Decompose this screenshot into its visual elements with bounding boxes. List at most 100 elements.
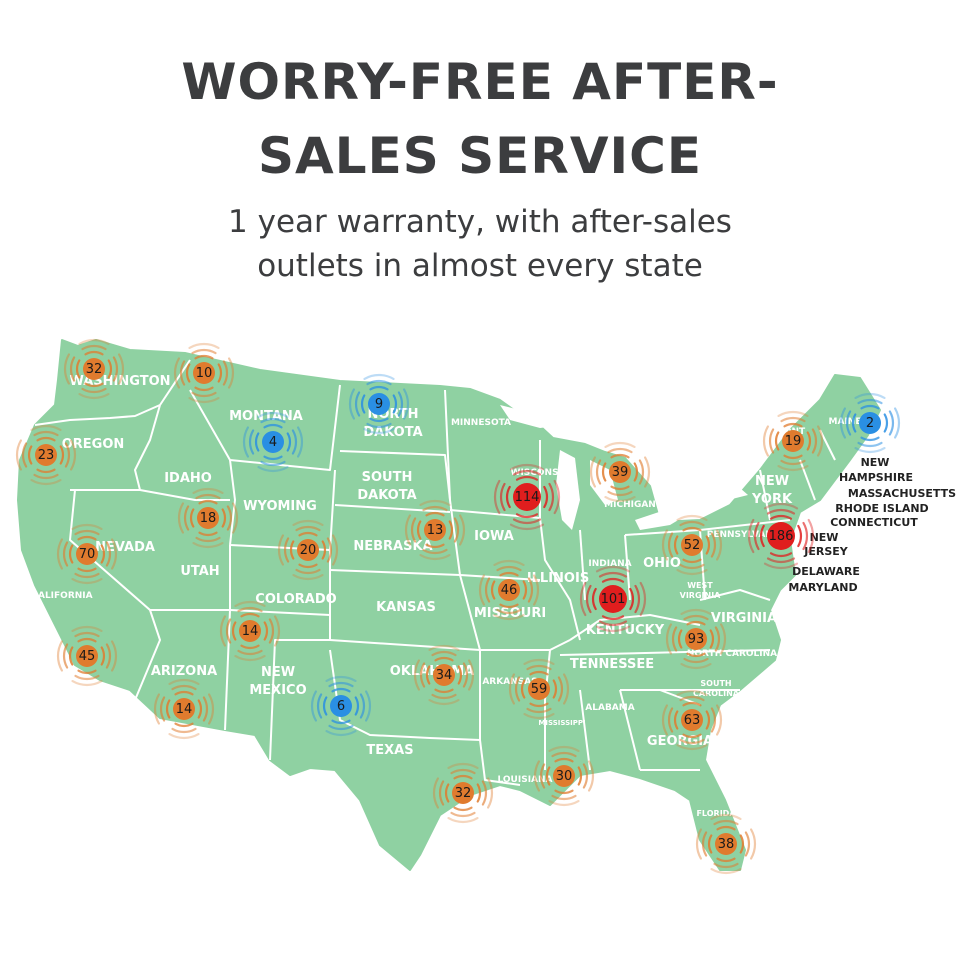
marker-count: 101 bbox=[601, 592, 626, 607]
marker-signal-arc bbox=[168, 733, 200, 740]
marker-signal-arc bbox=[68, 646, 74, 666]
marker-signal-arc bbox=[69, 356, 76, 382]
marker-signal-arc bbox=[286, 432, 292, 452]
marker-signal-arc bbox=[766, 508, 796, 515]
marker-signal-arc bbox=[232, 502, 239, 534]
marker-signal-arc bbox=[283, 537, 290, 563]
marker-signal-arc bbox=[453, 517, 460, 543]
label-michigan: MICHIGAN bbox=[604, 500, 656, 510]
marker-signal-arc bbox=[453, 774, 473, 780]
marker-signal-arc bbox=[100, 544, 106, 564]
label-south-carolina-1: SOUTH bbox=[700, 679, 731, 688]
marker-signal-arc bbox=[332, 534, 339, 566]
marker-count: 32 bbox=[455, 786, 472, 801]
marker-montana: 4 bbox=[242, 411, 304, 473]
marker-signal-arc bbox=[552, 679, 558, 699]
marker-signal-arc bbox=[425, 543, 445, 549]
marker-signal-arc bbox=[316, 693, 323, 719]
marker-signal-arc bbox=[237, 606, 263, 613]
marker-signal-arc bbox=[766, 557, 796, 564]
marker-signal-arc bbox=[686, 620, 706, 626]
marker-signal-arc bbox=[74, 674, 100, 681]
marker-signal-arc bbox=[112, 356, 119, 382]
marker-signal-arc bbox=[321, 540, 327, 560]
marker-signal-arc bbox=[419, 499, 451, 506]
marker-signal-arc bbox=[438, 780, 445, 806]
marker-signal-arc bbox=[539, 763, 546, 789]
marker-signal-arc bbox=[598, 571, 628, 578]
marker-signal-arc bbox=[763, 562, 799, 570]
marker-count: 6 bbox=[337, 699, 345, 714]
marker-signal-arc bbox=[444, 783, 450, 803]
marker-signal-arc bbox=[762, 425, 769, 457]
marker-signal-arc bbox=[707, 834, 713, 854]
marker-signal-arc bbox=[185, 363, 191, 383]
marker-signal-arc bbox=[888, 410, 895, 436]
marker-signal-arc bbox=[450, 768, 476, 775]
marker-signal-arc bbox=[369, 417, 389, 423]
marker-dot bbox=[498, 579, 520, 601]
marker-signal-arc bbox=[548, 745, 580, 752]
marker-dot bbox=[424, 519, 446, 541]
marker-signal-arc bbox=[679, 695, 705, 702]
marker-signal-arc bbox=[682, 701, 702, 707]
marker-colorado: 14 bbox=[219, 600, 281, 662]
marker-signal-arc bbox=[753, 521, 760, 551]
marker-signal-arc bbox=[354, 696, 360, 716]
marker-signal-arc bbox=[695, 828, 702, 860]
marker-signal-arc bbox=[797, 524, 803, 548]
marker-ohio: 52 bbox=[661, 514, 723, 576]
marker-signal-arc bbox=[366, 379, 392, 386]
marker-signal-arc bbox=[523, 713, 555, 720]
marker-missouri: 46 bbox=[478, 559, 540, 621]
marker-signal-arc bbox=[234, 655, 266, 662]
marker-dot bbox=[297, 539, 319, 561]
marker-signal-arc bbox=[105, 541, 112, 567]
marker-signal-arc bbox=[716, 857, 736, 863]
marker-signal-arc bbox=[77, 637, 97, 643]
marker-signal-arc bbox=[529, 670, 549, 676]
marker-texas: 32 bbox=[432, 762, 494, 824]
marker-dot bbox=[681, 709, 703, 731]
marker-signal-arc bbox=[679, 520, 705, 527]
marker-signal-arc bbox=[780, 459, 806, 466]
marker-signal-arc bbox=[860, 404, 880, 410]
marker-signal-arc bbox=[588, 760, 595, 792]
marker-signal-arc bbox=[78, 338, 110, 345]
marker-signal-arc bbox=[585, 584, 592, 614]
marker-signal-arc bbox=[404, 514, 411, 546]
marker-count: 18 bbox=[200, 511, 217, 526]
marker-count: 4 bbox=[269, 435, 277, 450]
label-connecticut: CONNECTICUT bbox=[830, 516, 918, 529]
marker-signal-arc bbox=[763, 502, 799, 510]
marker-signal-arc bbox=[419, 554, 451, 561]
marker-signal-arc bbox=[806, 431, 812, 451]
marker-signal-arc bbox=[298, 563, 318, 569]
marker-count: 30 bbox=[556, 769, 573, 784]
marker-dot bbox=[76, 645, 98, 667]
marker-signal-arc bbox=[295, 525, 321, 532]
marker-signal-arc bbox=[671, 626, 678, 652]
marker-dot bbox=[239, 620, 261, 642]
marker-signal-arc bbox=[783, 422, 803, 428]
marker-signal-arc bbox=[71, 625, 103, 632]
marker-signal-arc bbox=[686, 652, 706, 658]
label-new-hampshire-2: HAMPSHIRE bbox=[839, 471, 913, 484]
marker-signal-arc bbox=[493, 559, 525, 566]
marker-signal-arc bbox=[234, 600, 266, 607]
marker-signal-arc bbox=[527, 577, 534, 603]
marker-dot bbox=[859, 412, 881, 434]
marker-signal-arc bbox=[100, 646, 106, 666]
marker-signal-arc bbox=[710, 813, 742, 820]
marker-count: 32 bbox=[86, 362, 103, 377]
marker-signal-arc bbox=[173, 357, 180, 389]
marker-signal-arc bbox=[348, 388, 355, 420]
marker-signal-arc bbox=[292, 574, 324, 581]
marker-signal-arc bbox=[582, 763, 589, 789]
marker-signal-arc bbox=[81, 344, 107, 351]
marker-signal-arc bbox=[33, 430, 59, 437]
state-borders bbox=[34, 359, 836, 786]
marker-signal-arc bbox=[59, 445, 65, 465]
marker-count: 114 bbox=[515, 490, 540, 505]
marker-signal-arc bbox=[673, 710, 679, 730]
